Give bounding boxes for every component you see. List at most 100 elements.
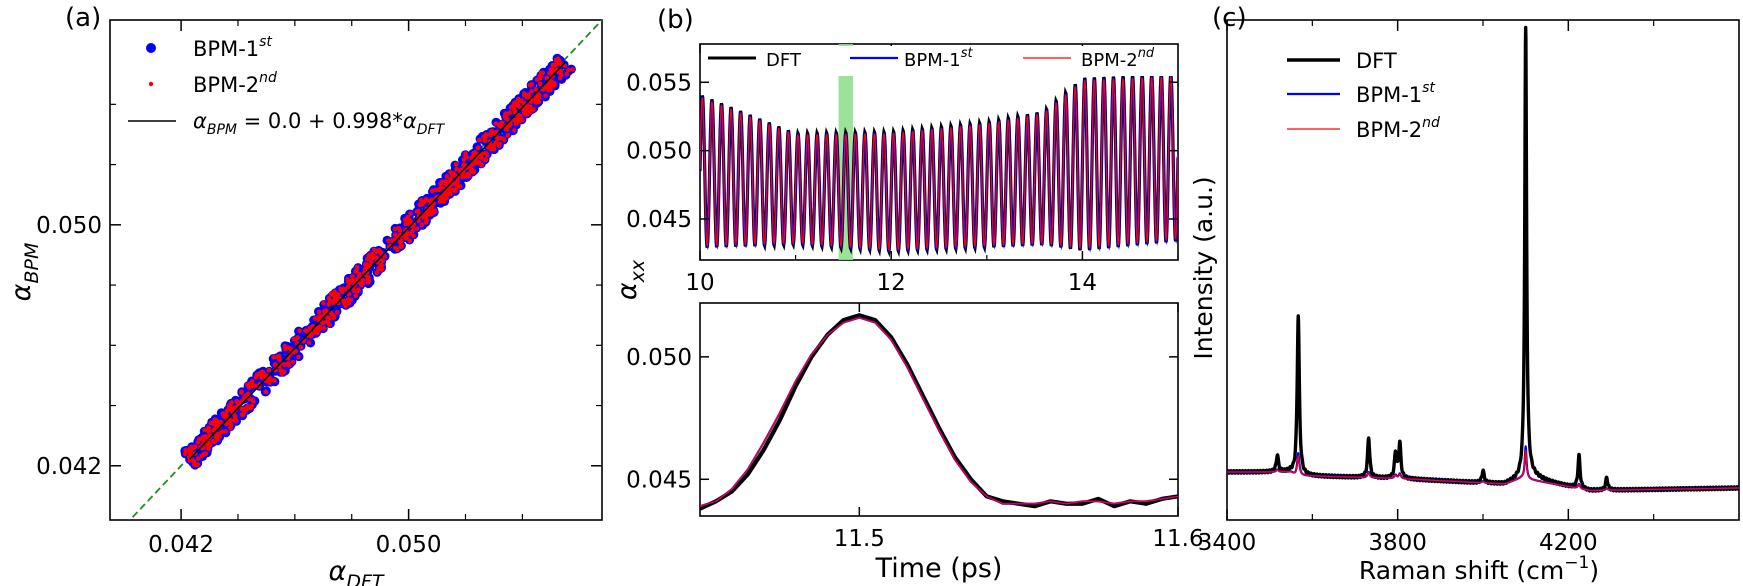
bpm2-point (484, 152, 490, 158)
bpm2-point (368, 254, 373, 260)
panel-c-xtick-label: 3400 (1198, 530, 1257, 556)
panel-a-plot: 0.042 0.050 0.042 0.050 (36, 20, 602, 558)
bpm2-point (357, 273, 362, 279)
bpm2-point (476, 160, 482, 165)
bpm2-point (307, 325, 313, 331)
bpm2-point (317, 326, 323, 331)
bpm2-point (481, 134, 487, 139)
panel-a-ytick-label: 0.042 (36, 454, 102, 480)
bpm2-point (475, 145, 481, 151)
bpm2-point (353, 293, 359, 299)
svg-text:αBPM: αBPM (6, 243, 43, 302)
bpm2-point (191, 459, 197, 464)
bpm2-point (354, 289, 360, 294)
bpm2-point (338, 286, 344, 292)
bpm2-point (201, 451, 207, 457)
bpm2-point (290, 359, 296, 365)
panel-a-legend: BPM-1st BPM-2nd αBPM = 0.0 + 0.998*αDFT (128, 34, 446, 138)
panel-b-legend: DFT BPM-1st BPM-2nd (702, 46, 1176, 76)
bpm2-point (183, 447, 188, 453)
bpm2-point (548, 79, 554, 84)
svg-text:αxx: αxx (612, 259, 649, 300)
bpm2-point (425, 197, 430, 203)
bpm2-point (513, 118, 519, 123)
bpm2-point (250, 381, 255, 387)
bpm2-point (191, 446, 196, 451)
bpm2-point (232, 405, 237, 411)
bpm2-point (214, 437, 220, 442)
panel-b-xlabel: Time (ps) (875, 553, 1003, 584)
legend-label-dft-c: DFT (1356, 49, 1397, 73)
bpm2-point (374, 270, 380, 276)
bpm2-point (285, 361, 291, 366)
bpm2-point (482, 138, 488, 143)
bpm2-point (365, 280, 371, 285)
bpm2-point (278, 368, 284, 373)
bpm2-point (240, 412, 246, 418)
bpm2-point (293, 349, 299, 354)
panel-b-top-xtick-label: 14 (1068, 270, 1097, 296)
bpm2-point (246, 385, 252, 390)
panel-b-top-ytick-label: 0.045 (626, 207, 692, 233)
series-line-bpm-2nd (700, 317, 1178, 507)
bpm2-point (531, 107, 536, 112)
panel-a-clip-group (128, 20, 602, 520)
panel-b-top-clip-group (700, 44, 1178, 260)
bpm2-point (450, 172, 455, 178)
bpm2-point (354, 268, 359, 274)
bpm2-point (526, 92, 531, 98)
series-line-dft (700, 313, 1178, 511)
bpm2-point (282, 362, 287, 368)
bpm2-point (346, 301, 351, 306)
bpm2-point (529, 89, 534, 94)
bpm2-point (408, 211, 413, 216)
bpm2-point (335, 310, 340, 315)
bpm2-point (429, 188, 435, 194)
bpm2-point (227, 421, 233, 426)
legend-label-bpm1: BPM-1st (193, 34, 272, 61)
panel-a-xtick-label: 0.042 (148, 532, 214, 558)
bpm2-point (544, 75, 550, 81)
bpm2-point (327, 298, 333, 304)
bpm2-point (461, 157, 467, 162)
spectrum-line-bpm-2nd (1227, 449, 1739, 492)
bpm2-point (454, 180, 459, 186)
panel-label-a: (a) (65, 3, 101, 33)
bpm2-point (266, 367, 272, 373)
bpm2-point (527, 83, 533, 88)
panel-b-ylabel: αxx (612, 259, 649, 300)
bpm2-point (452, 188, 458, 194)
bpm2-point (496, 143, 502, 148)
panel-c-clip-group (1227, 25, 1739, 493)
bpm2-point (316, 309, 322, 315)
bpm2-point (345, 284, 351, 290)
bpm2-point (512, 100, 517, 106)
bpm2-point (271, 377, 276, 383)
legend-label-bpm2-b: BPM-2nd (1081, 46, 1155, 71)
legend-label-bpm2-c: BPM-2nd (1356, 115, 1440, 142)
bpm2-point (454, 185, 460, 190)
bpm2-point (228, 426, 233, 431)
bpm2-point (298, 344, 304, 350)
bpm2-point (392, 226, 398, 232)
panel-a-ytick-label: 0.050 (36, 213, 102, 239)
bpm2-point (314, 328, 319, 333)
bpm2-point (295, 335, 300, 340)
bpm2-point (296, 354, 301, 360)
bpm2-point (195, 440, 201, 445)
bpm2-point (362, 266, 368, 272)
bpm2-point (444, 196, 449, 201)
bpm2-point (402, 217, 408, 222)
bpm2-point (537, 81, 543, 87)
bpm2-point (438, 196, 444, 201)
bpm2-point (325, 320, 331, 326)
bpm2-point (504, 127, 510, 132)
bpm2-point (267, 379, 272, 384)
bpm2-point (331, 315, 337, 321)
bpm2-point (491, 147, 497, 152)
bpm2-point (363, 262, 368, 267)
bpm2-point (419, 222, 425, 227)
bpm2-point (350, 274, 355, 279)
bpm2-point (495, 136, 501, 142)
